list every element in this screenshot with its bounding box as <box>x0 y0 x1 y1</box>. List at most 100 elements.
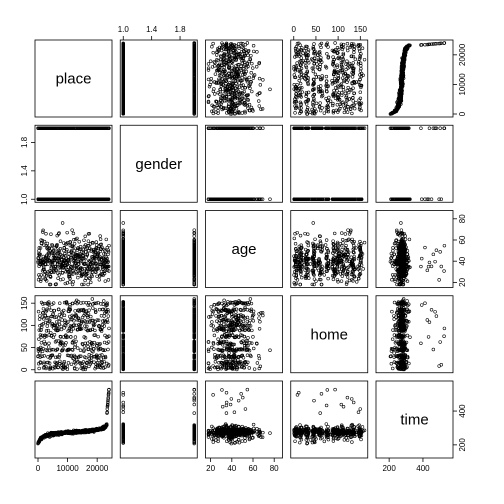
point <box>210 103 214 108</box>
point <box>358 90 362 94</box>
point <box>247 75 251 80</box>
point <box>206 68 211 72</box>
panel-place-vs-gender <box>119 39 198 118</box>
point <box>248 79 253 84</box>
point <box>82 282 86 287</box>
point <box>240 76 244 80</box>
point <box>353 57 358 61</box>
point <box>224 79 229 83</box>
point <box>121 221 125 225</box>
panel-gender-vs-home <box>290 124 369 203</box>
point <box>86 282 90 287</box>
point <box>325 52 329 56</box>
point <box>213 61 217 65</box>
point <box>239 54 243 59</box>
point <box>243 85 248 90</box>
point <box>353 106 357 111</box>
point <box>249 105 254 110</box>
point <box>313 72 318 77</box>
point <box>242 53 247 57</box>
point <box>60 221 65 225</box>
point <box>237 46 241 50</box>
panel-frame <box>205 124 283 203</box>
point <box>218 62 222 67</box>
point <box>213 72 218 76</box>
point <box>257 104 261 108</box>
point <box>246 53 250 57</box>
panel-frame <box>205 39 283 118</box>
point <box>346 85 350 90</box>
point <box>89 280 93 285</box>
point <box>209 80 213 84</box>
point <box>82 238 86 242</box>
point <box>106 278 111 282</box>
point <box>239 83 244 88</box>
point <box>255 50 259 54</box>
point <box>318 101 322 105</box>
point <box>350 111 354 116</box>
point <box>344 62 348 66</box>
point <box>247 108 252 113</box>
point <box>259 107 263 112</box>
point <box>234 91 239 95</box>
point <box>242 69 246 73</box>
point <box>221 69 225 74</box>
point <box>249 71 253 75</box>
point <box>228 56 232 60</box>
point <box>71 231 76 236</box>
point <box>420 197 424 201</box>
point <box>351 99 355 103</box>
point <box>207 84 212 89</box>
point <box>241 58 246 63</box>
panel-gender-vs-place <box>34 124 113 203</box>
point <box>97 278 102 282</box>
point <box>121 41 125 45</box>
point <box>306 78 310 83</box>
panel-gender-vs-gender: gender <box>119 124 198 203</box>
point <box>333 41 337 45</box>
point <box>224 106 228 111</box>
panel-frame <box>375 39 454 118</box>
point <box>220 90 225 94</box>
point <box>246 93 251 97</box>
point <box>98 237 103 241</box>
point <box>192 41 196 45</box>
panel-age-vs-place <box>34 210 113 288</box>
panel-place-vs-time <box>375 39 454 118</box>
variable-label-place: place <box>56 71 92 88</box>
point <box>84 259 89 263</box>
point <box>230 81 234 85</box>
point <box>247 102 252 107</box>
point <box>215 103 219 108</box>
point <box>227 65 231 69</box>
point <box>226 104 231 108</box>
point <box>210 109 214 114</box>
point <box>312 42 316 46</box>
point <box>362 57 367 62</box>
point <box>216 91 220 95</box>
point <box>86 239 91 243</box>
point <box>214 99 218 104</box>
point <box>358 105 362 110</box>
panel-age-vs-gender <box>119 210 198 288</box>
point <box>221 53 226 58</box>
point <box>219 96 223 100</box>
point <box>257 76 262 81</box>
point <box>306 48 311 52</box>
point <box>221 77 225 81</box>
point <box>258 91 262 95</box>
point <box>218 70 222 75</box>
point <box>236 101 240 105</box>
point <box>243 109 247 114</box>
point <box>238 78 243 82</box>
point <box>293 111 297 115</box>
point <box>228 80 232 85</box>
point <box>219 55 223 59</box>
point <box>232 74 237 79</box>
point <box>243 48 248 52</box>
point <box>354 100 358 105</box>
point <box>241 67 246 71</box>
point <box>427 126 432 130</box>
point <box>212 64 217 68</box>
point <box>314 59 318 64</box>
